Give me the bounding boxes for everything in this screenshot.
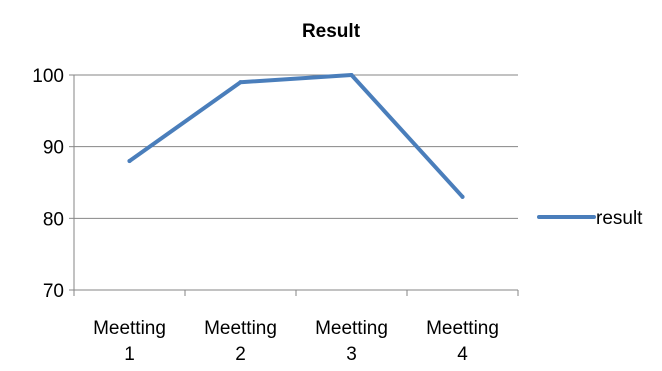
y-tick-label: 70 [43,281,64,302]
chart-title: Result [302,21,361,42]
x-tick-label: 2 [235,344,246,365]
x-tick-label: Meetting [93,318,166,339]
grid-layer [74,74,518,219]
y-tick-label: 80 [43,209,64,230]
series-line-result [127,73,465,199]
x-tick-label: 4 [457,344,468,365]
data-point [460,194,465,199]
legend: result [537,208,643,229]
x-tick-label: Meetting [315,318,388,339]
x-tick-label: Meetting [204,318,277,339]
data-point [127,159,132,163]
y-tick-label: 90 [43,138,64,159]
series-layer [127,73,465,199]
data-point [349,73,354,77]
data-point [238,80,243,85]
legend-label: result [596,208,643,229]
y-tick-label: 100 [32,66,64,87]
x-tick-label: 3 [346,344,357,365]
x-tick-label: Meetting [426,318,499,339]
x-tick-label: 1 [124,344,135,365]
axis-layer: 70 80 90 100 Meetting 1 Meetting 2 Meetting 3 Meet… [32,66,519,365]
